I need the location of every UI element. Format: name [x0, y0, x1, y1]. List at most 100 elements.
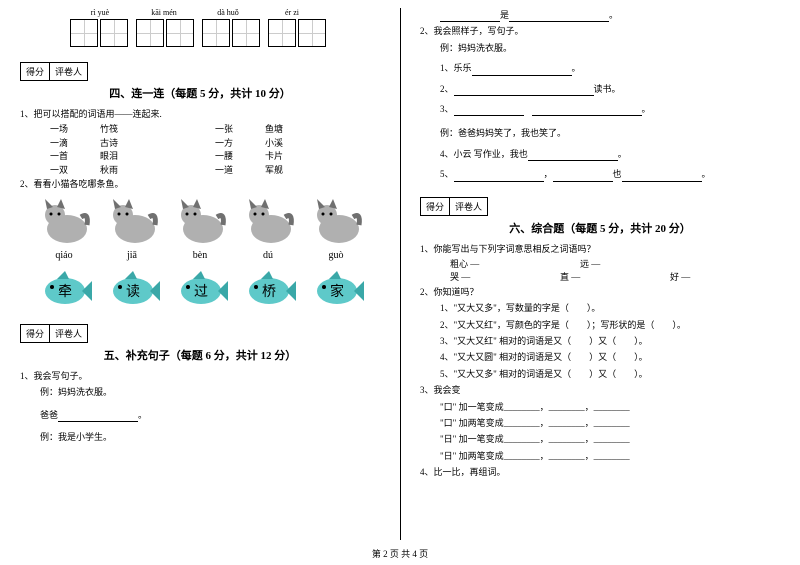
cat-icon: [173, 197, 228, 245]
example-text: 例：妈妈洗衣服。: [40, 385, 380, 399]
pinyin-text: guò: [309, 250, 364, 261]
char-box: [232, 19, 260, 47]
cat-icon: [241, 197, 296, 245]
blank: [532, 104, 642, 116]
fish-icon: 桥: [241, 269, 296, 309]
svg-text:牵: 牵: [58, 284, 72, 300]
cat-row: [30, 197, 370, 245]
fill-prefix: 2、: [440, 84, 454, 94]
fill-line: 3、。: [440, 102, 780, 116]
blank: [454, 84, 594, 96]
question-text: 2、看看小猫各吃哪条鱼。: [20, 177, 380, 191]
pinyin-text: qiáo: [37, 250, 92, 261]
question-text: 1、把可以搭配的词语用——连起来.: [20, 107, 380, 121]
fish-icon: 过: [173, 269, 228, 309]
fill-line: 4、小云 写作业，我也。: [440, 147, 780, 161]
fill-prefix: 3、: [440, 104, 454, 114]
match-item: 一方: [215, 137, 265, 151]
opposite-item: 哭 —: [450, 271, 560, 285]
sub-item: "日" 加一笔变成________，________，________: [440, 432, 780, 446]
section6-header: 得分 评卷人: [420, 197, 780, 216]
match-item: 卡片: [265, 150, 315, 164]
blank: [622, 170, 702, 182]
opposite-item: 好 —: [670, 271, 780, 285]
blank: [553, 170, 613, 182]
sub-item: "口" 加一笔变成________，________，________: [440, 400, 780, 414]
char-box: [268, 19, 296, 47]
sub-item: "口" 加两笔变成________，________，________: [440, 416, 780, 430]
blank: [58, 410, 138, 422]
blank: [454, 104, 524, 116]
blank: [440, 10, 500, 22]
svg-text:桥: 桥: [262, 284, 276, 300]
svg-text:读: 读: [126, 283, 140, 300]
question-text: 3、我会变: [420, 383, 780, 397]
score-box: 得分 评卷人: [20, 324, 88, 343]
match-item: 鱼塘: [265, 123, 315, 137]
pinyin-text: dú: [241, 250, 296, 261]
fill-line: 是。: [440, 8, 780, 22]
fill-text: 是: [500, 10, 509, 20]
match-item: 竹筏: [100, 123, 215, 137]
match-item: 眼泪: [100, 150, 215, 164]
char-box: [298, 19, 326, 47]
section5-header: 得分 评卷人: [20, 324, 380, 343]
match-item: 军舰: [265, 164, 315, 178]
cat-icon: [309, 197, 364, 245]
score-cell: 得分: [21, 325, 50, 342]
score-box: 得分 评卷人: [20, 62, 88, 81]
section6-title: 六、综合题（每题 5 分，共计 20 分）: [420, 220, 780, 236]
score-box: 得分 评卷人: [420, 197, 488, 216]
char-box: [136, 19, 164, 47]
blank: [528, 149, 618, 161]
question-text: 2、我会照样子，写句子。: [420, 24, 780, 38]
fill-suffix: 读书。: [594, 84, 621, 94]
match-item: 一道: [215, 164, 265, 178]
question-text: 1、你能写出与下列字词意思相反之词语吗？: [420, 242, 780, 256]
fill-line: 2、 读书。: [440, 82, 780, 96]
right-column: 是。 2、我会照样子，写句子。 例：妈妈洗衣服。 1、乐乐。 2、读书。 3、。…: [400, 0, 800, 565]
grader-cell: 评卷人: [50, 63, 87, 80]
fill-text: 也: [613, 169, 622, 179]
sub-item: 2、"又大又红"，写颜色的字是（ ）；写形状的是（ ）。: [440, 318, 780, 332]
opposite-item: 直 —: [560, 271, 670, 285]
example-text: 例：爸爸妈妈笑了，我也笑了。: [440, 126, 780, 140]
pinyin-label: kāi mén: [134, 8, 194, 17]
sub-item: "日" 加两笔变成________，________，________: [440, 449, 780, 463]
blank: [472, 64, 572, 76]
match-item: 一滴: [50, 137, 100, 151]
fill-line: 1、乐乐。: [440, 61, 780, 75]
char-box: [202, 19, 230, 47]
fill-prefix: 4、小云 写作业，我也: [440, 149, 528, 159]
cat-pinyin-row: qiáo jiā bèn dú guò: [30, 250, 370, 261]
sub-item: 3、"又大又红" 相对的词语是又（ ）又（ ）。: [440, 334, 780, 348]
grader-cell: 评卷人: [50, 325, 87, 342]
opposite-item: 粗心 —: [450, 258, 580, 272]
char-box: [166, 19, 194, 47]
opposite-row: 粗心 — 远 —: [450, 258, 780, 272]
match-item: 秋雨: [100, 164, 215, 178]
match-item: 一腰: [215, 150, 265, 164]
cat-icon: [105, 197, 160, 245]
blank: [454, 170, 544, 182]
left-column: rì yuè kāi mén dà huǒ ér zi 得分 评卷人 四、连一连…: [0, 0, 400, 565]
fish-row: 牵 读 过 桥 家: [30, 269, 370, 309]
pinyin-header-row: rì yuè kāi mén dà huǒ ér zi: [70, 8, 380, 17]
example-text: 例：我是小学生。: [40, 430, 380, 444]
fill-line: 5、，也。: [440, 167, 780, 181]
fish-icon: 家: [309, 269, 364, 309]
pinyin-label: ér zi: [262, 8, 322, 17]
match-item: 古诗: [100, 137, 215, 151]
sub-item: 4、"又大又圆" 相对的词语是又（ ）又（ ）。: [440, 350, 780, 364]
fill-prefix: 爸爸: [40, 410, 58, 420]
match-table: 一场竹筏一张鱼塘 一滴古诗一方小溪 一首眼泪一腰卡片 一双秋雨一道军舰: [20, 123, 380, 177]
sub-item: 5、"又大又多" 相对的词语是又（ ）又（ ）。: [440, 367, 780, 381]
section4-header: 得分 评卷人: [20, 62, 380, 81]
char-box: [70, 19, 98, 47]
svg-text:过: 过: [194, 284, 208, 300]
match-item: 一张: [215, 123, 265, 137]
match-item: 小溪: [265, 137, 315, 151]
match-item: 一场: [50, 123, 100, 137]
svg-text:家: 家: [330, 283, 344, 300]
question-text: 1、我会写句子。: [20, 369, 380, 383]
